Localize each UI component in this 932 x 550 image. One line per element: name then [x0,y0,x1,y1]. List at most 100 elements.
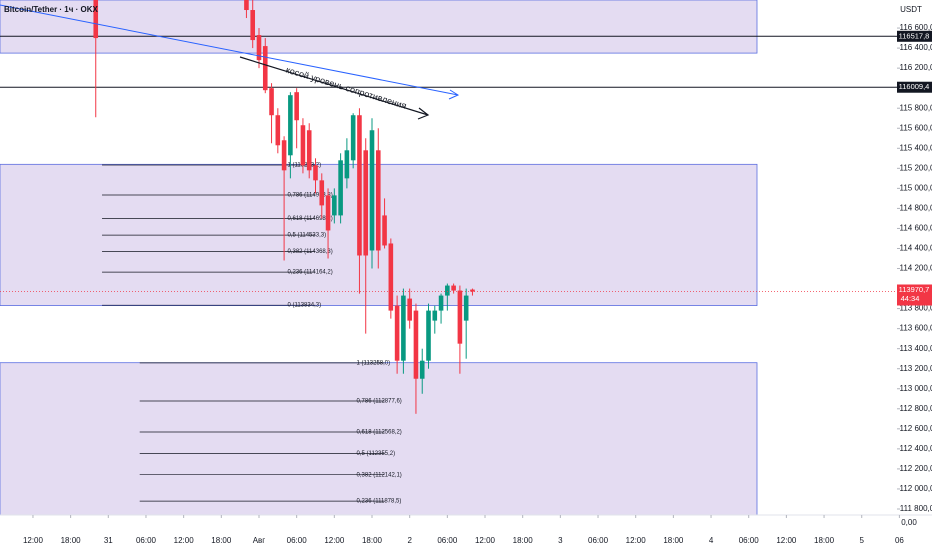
price-level-label: 116517,8 [899,31,930,40]
fib-label: 0 (113834,3) [287,303,321,309]
candle-body [350,115,356,161]
candle-body [338,160,343,216]
y-tick-label: 115 000,0 [900,183,932,192]
candle-body [244,0,249,11]
x-tick-label: 3 [558,536,563,545]
fib-label: 1 (115233,2) [287,163,321,169]
candle-body [432,310,438,321]
y-tick-label: 112 600,0 [900,424,932,433]
x-tick-label: Авг [253,536,266,545]
x-tick-label: 18:00 [513,536,534,545]
x-tick-label: 5 [859,536,864,545]
y-tick-label: 112 200,0 [900,464,932,473]
y-tick-label: 114 600,0 [900,224,932,233]
y-tick-label: 116 400,0 [900,43,932,52]
x-tick-label: 18:00 [663,536,684,545]
x-tick-label: 12:00 [23,536,44,545]
x-tick-label: 4 [709,536,714,545]
fib-label: 0,618 (114698,2) [287,216,332,222]
candle-body [363,150,369,256]
candle-body [325,195,331,231]
y-tick-label: 111 800,0 [900,504,932,513]
zone [0,0,758,54]
chart-title: Bitcoin/Tether · 1ч · OKX [4,5,99,14]
y-axis-footer: 0,00 [901,518,917,527]
candle-body [470,289,475,292]
candle-body [288,95,293,156]
candle-body [445,285,450,296]
y-tick-label: 116 200,0 [900,63,932,72]
y-tick-label: 113 000,0 [900,384,932,393]
candle-body [281,140,287,171]
x-tick-label: 12:00 [776,536,797,545]
x-tick-label: 18:00 [814,536,835,545]
candle-body [375,150,381,251]
fib-label: 0,382 (114368,3) [287,249,332,255]
trend-arrow [448,89,460,100]
price-level-label: 116009,4 [899,82,930,91]
last-price-box [897,284,932,306]
candle-body [250,10,256,41]
candle-body [457,290,463,344]
countdown: 44:34 [901,294,920,303]
y-tick-label: 114 400,0 [900,244,932,253]
y-tick-label: 113 400,0 [900,344,932,353]
y-tick-label: 112 400,0 [900,444,932,453]
price-level-box [897,30,932,42]
y-tick-label: 113 600,0 [900,324,932,333]
candle-body [306,130,312,171]
x-tick-label: 12:00 [626,536,647,545]
x-tick-label: 06 [895,536,904,545]
y-tick-label: 115 200,0 [900,163,932,172]
zone [0,362,758,515]
x-tick-label: 06:00 [588,536,609,545]
candle-body [463,295,469,321]
trend-line [0,4,459,96]
candle-body [369,130,375,251]
y-tick-label: 115 800,0 [900,103,932,112]
plot-area: 1 (115233,2) 0,786 (114933,8) 0,618 (11469… [0,0,895,515]
x-tick-label: 18:00 [61,536,82,545]
y-tick-label: 114 200,0 [900,264,932,273]
candle-body [319,180,325,206]
fib-label: 0,618 (112568,2) [357,430,402,436]
y-tick-label: 113 200,0 [900,364,932,373]
candle-body [357,115,362,256]
candle-body [382,215,387,246]
annotation-arrow [239,56,429,116]
candle-body [275,115,281,146]
x-tick-label: 2 [407,536,412,545]
x-tick-label: 31 [104,536,113,545]
candle-body [344,150,350,179]
y-tick-label: 115 400,0 [900,143,932,152]
candle-body [451,285,456,291]
fib-label: 0,5 (114533,3) [287,233,326,239]
candle-body [413,310,419,379]
candle-body [438,295,444,311]
currency: USDT [900,5,922,14]
x-tick-label: 12:00 [475,536,496,545]
x-tick-label: 12:00 [174,536,195,545]
candle-body [300,125,306,166]
fib-label: 0,786 (112877,6) [357,399,402,405]
fib-label: 0,236 (111878,5) [357,499,402,505]
annotation-arrowhead [417,107,430,120]
fib-label: 0,236 (114164,2) [287,270,332,276]
candle-body [426,310,431,361]
y-tick-label: 116 600,0 [900,23,932,32]
last-price-label: 113970,7 [899,285,930,294]
candle-body [313,165,318,181]
x-tick-label: 18:00 [211,536,232,545]
y-tick-label: 112 000,0 [900,484,932,493]
x-tick-label: 06:00 [287,536,308,545]
candle-body [256,35,262,61]
fib-label: 0,786 (114933,8) [287,193,332,199]
fib-label: 0,382 (112142,1) [357,472,402,478]
x-tick-label: 06:00 [136,536,157,545]
x-tick-label: 18:00 [362,536,383,545]
y-tick-label: 112 800,0 [900,404,932,413]
candle-body [262,46,268,91]
price-level-box [897,81,932,93]
